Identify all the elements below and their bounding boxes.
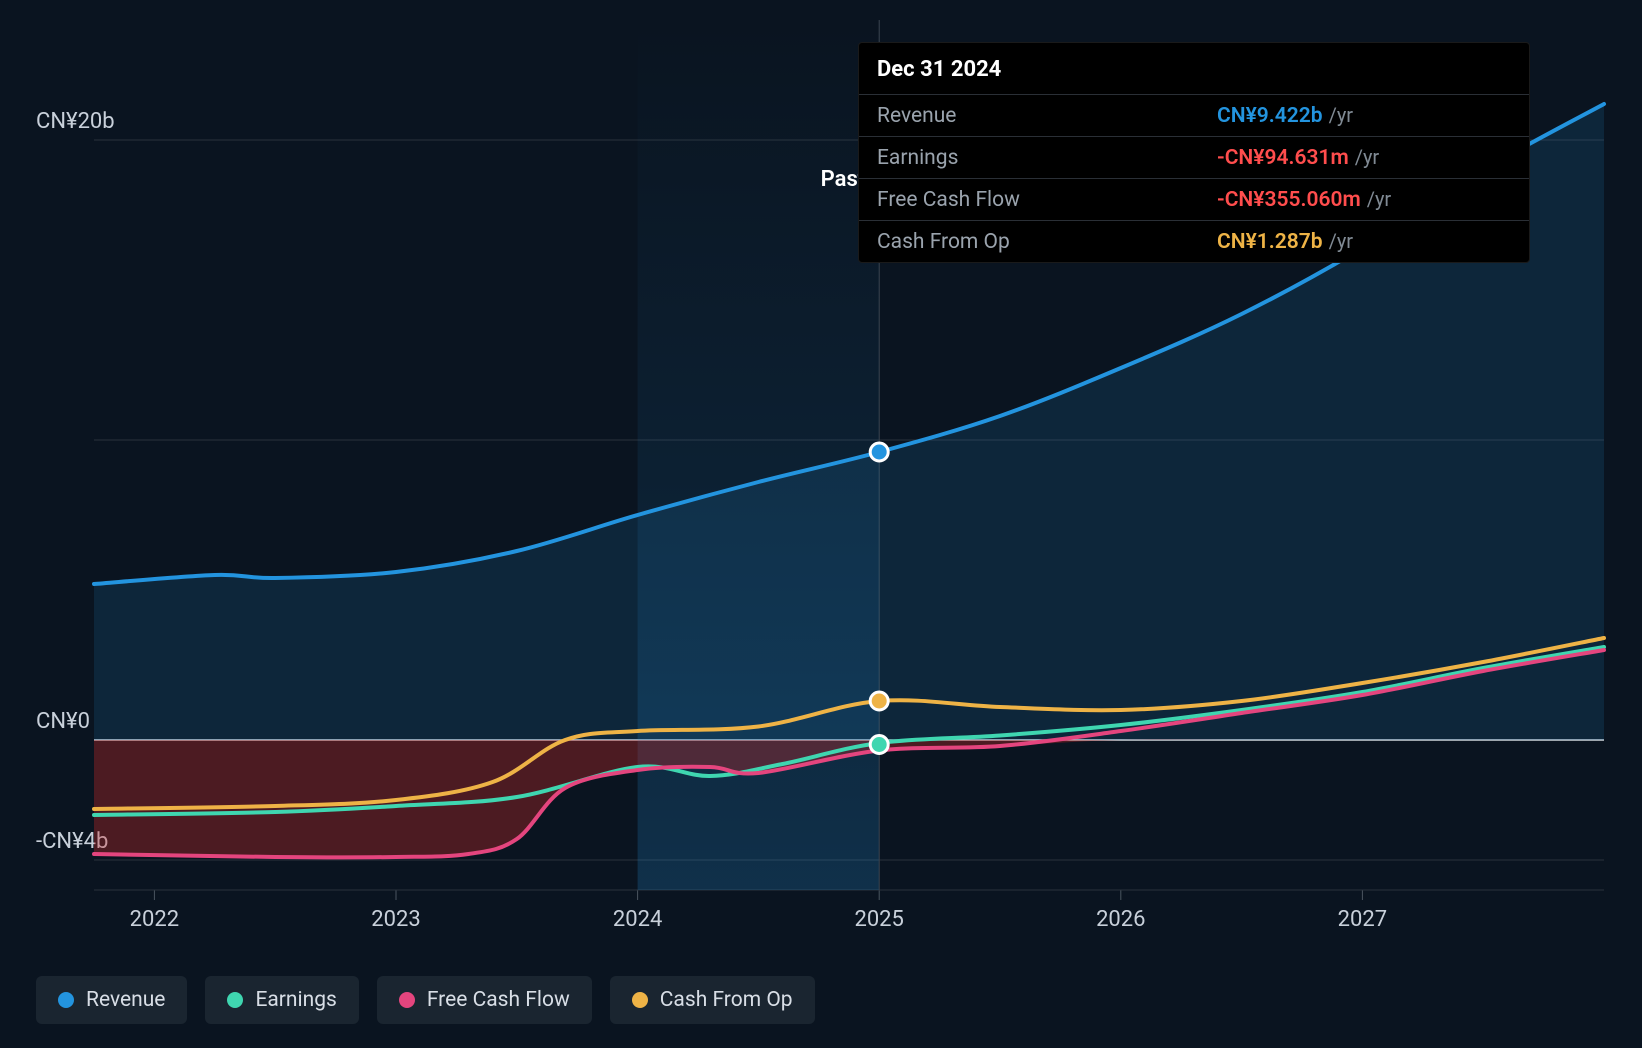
legend-item-label: Cash From Op bbox=[660, 988, 793, 1012]
legend-item-revenue[interactable]: Revenue bbox=[36, 976, 187, 1024]
tooltip-date: Dec 31 2024 bbox=[859, 43, 1529, 94]
hover-marker-earnings bbox=[870, 736, 888, 754]
chart-legend: Revenue Earnings Free Cash Flow Cash From O… bbox=[36, 976, 815, 1024]
financials-chart: -CN¥4bCN¥0CN¥20b202220232024202520262027… bbox=[0, 0, 1642, 1048]
tooltip-row-label: Revenue bbox=[877, 104, 1217, 128]
tooltip-row-suffix: /yr bbox=[1329, 229, 1354, 253]
y-axis-label: CN¥0 bbox=[36, 709, 90, 734]
legend-item-label: Earnings bbox=[255, 988, 336, 1012]
x-axis-label: 2023 bbox=[371, 907, 420, 932]
tooltip-row-value: CN¥1.287b bbox=[1217, 230, 1323, 254]
legend-item-free-cash-flow[interactable]: Free Cash Flow bbox=[377, 976, 592, 1024]
tooltip-row-suffix: /yr bbox=[1329, 103, 1354, 127]
tooltip-row: RevenueCN¥9.422b/yr bbox=[859, 94, 1529, 136]
legend-item-label: Free Cash Flow bbox=[427, 988, 570, 1012]
legend-dot-icon bbox=[399, 992, 415, 1008]
hover-marker-cfo bbox=[870, 692, 888, 710]
x-axis-label: 2025 bbox=[854, 907, 903, 932]
hover-tooltip: Dec 31 2024 RevenueCN¥9.422b/yrEarnings-… bbox=[858, 42, 1530, 263]
tooltip-row-value: -CN¥355.060m bbox=[1217, 188, 1361, 212]
tooltip-row-suffix: /yr bbox=[1355, 145, 1380, 169]
x-axis-label: 2022 bbox=[130, 907, 179, 932]
x-axis-label: 2027 bbox=[1338, 907, 1387, 932]
tooltip-row-label: Cash From Op bbox=[877, 230, 1217, 254]
legend-item-cash-from-op[interactable]: Cash From Op bbox=[610, 976, 815, 1024]
legend-item-label: Revenue bbox=[86, 988, 165, 1012]
tooltip-row-label: Free Cash Flow bbox=[877, 188, 1217, 212]
legend-dot-icon bbox=[227, 992, 243, 1008]
tooltip-row: Free Cash Flow-CN¥355.060m/yr bbox=[859, 178, 1529, 220]
tooltip-rows: RevenueCN¥9.422b/yrEarnings-CN¥94.631m/y… bbox=[859, 94, 1529, 262]
legend-dot-icon bbox=[58, 992, 74, 1008]
tooltip-row-value: CN¥9.422b bbox=[1217, 104, 1323, 128]
x-axis-label: 2026 bbox=[1096, 907, 1145, 932]
tooltip-row: Earnings-CN¥94.631m/yr bbox=[859, 136, 1529, 178]
tooltip-row-suffix: /yr bbox=[1367, 187, 1392, 211]
legend-item-earnings[interactable]: Earnings bbox=[205, 976, 358, 1024]
x-axis-label: 2024 bbox=[613, 907, 662, 932]
tooltip-row: Cash From OpCN¥1.287b/yr bbox=[859, 220, 1529, 262]
hover-marker-revenue bbox=[870, 443, 888, 461]
tooltip-row-label: Earnings bbox=[877, 146, 1217, 170]
y-axis-label: CN¥20b bbox=[36, 109, 115, 134]
tooltip-row-value: -CN¥94.631m bbox=[1217, 146, 1349, 170]
legend-dot-icon bbox=[632, 992, 648, 1008]
